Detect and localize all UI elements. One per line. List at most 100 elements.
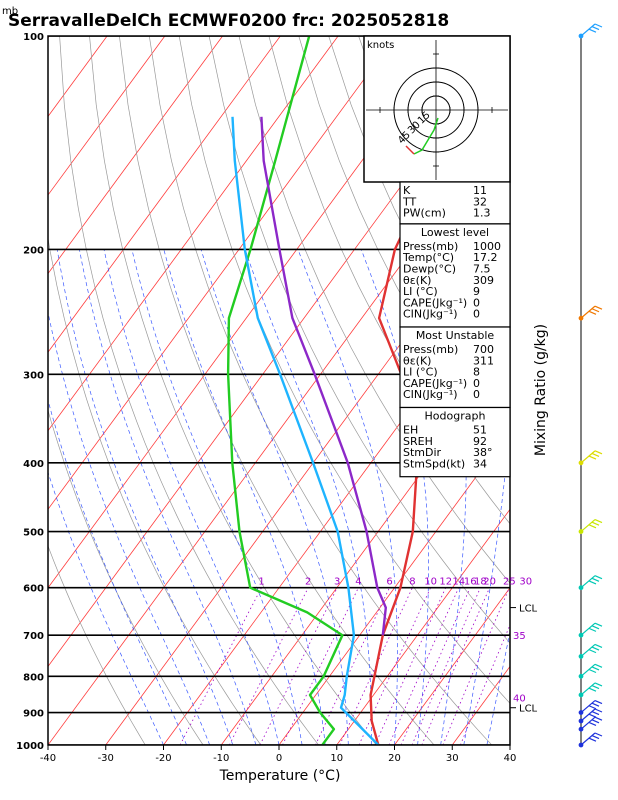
mixing-ratio-line	[388, 587, 460, 745]
isotherm	[48, 36, 108, 118]
series-dewpoint	[226, 36, 344, 745]
wind-barb-feather	[591, 735, 600, 740]
wind-barb-feather	[591, 521, 600, 526]
pressure-tick-label: 800	[23, 672, 44, 683]
index-value: 32	[473, 195, 487, 208]
wind-barb-feather	[591, 646, 600, 651]
pressure-tick-label: 300	[23, 370, 44, 381]
wind-barb-feather	[591, 26, 600, 31]
index-value: 0	[473, 308, 480, 321]
mixing-ratio-line	[411, 587, 481, 745]
dry-adiabat	[89, 36, 377, 745]
chart-title: SerravalleDelCh ECMWF0200 frc: 202505281…	[8, 11, 449, 31]
moist-adiabat	[463, 249, 510, 745]
indices-section	[399, 326, 511, 409]
profile-lines	[226, 36, 507, 745]
wind-barb-feather	[588, 580, 597, 585]
index-name: CAPE(Jkg⁻¹)	[403, 296, 467, 309]
wind-barb	[578, 23, 603, 39]
indices-section	[399, 181, 511, 225]
mixing-ratio-label: 1	[258, 577, 264, 588]
wind-barb-feather	[588, 649, 597, 654]
wind-barb-feather	[588, 28, 597, 33]
mixing-ratio-label: 30	[519, 577, 532, 588]
index-name: PW(cm)	[403, 207, 446, 220]
wind-barb	[578, 643, 603, 659]
temperature-tick-label: 0	[276, 753, 282, 764]
moist-adiabat	[48, 471, 164, 745]
index-name: CAPE(Jkg⁻¹)	[403, 377, 467, 390]
index-value: 0	[473, 296, 480, 309]
wind-barb-staff	[580, 519, 596, 533]
temperature-tick-label: 10	[330, 753, 343, 764]
indices-section-title: Hodograph	[425, 410, 486, 423]
wind-barb-feather	[588, 627, 597, 632]
mixing-ratio-line	[339, 587, 413, 745]
index-value: 92	[473, 435, 487, 448]
index-value: 8	[473, 366, 480, 379]
dry-adiabat	[568, 36, 618, 745]
moist-adiabat	[56, 249, 234, 745]
wind-barb	[578, 622, 603, 638]
wind-barb-feather	[594, 519, 603, 524]
index-name: TT	[402, 195, 417, 208]
lcl-label: LCL	[519, 704, 538, 715]
index-value: 0	[473, 377, 480, 390]
wind-barb-staff	[580, 23, 596, 37]
mixing-ratio-label: 4	[355, 577, 361, 588]
isotherm	[105, 194, 510, 745]
wind-barb-staff	[580, 450, 596, 464]
mixing-ratio-line	[259, 587, 338, 745]
mixing-ratio-axis-label: Mixing Ratio (g/kg)	[533, 324, 549, 456]
hodograph-frame	[363, 35, 511, 183]
wind-barb-feather	[594, 575, 603, 580]
mixing-ratio-label: 18	[474, 577, 487, 588]
dry-adiabat	[119, 36, 435, 745]
isotherm	[278, 430, 510, 745]
wind-barb-feather	[594, 708, 603, 713]
wind-barb	[578, 575, 603, 591]
isotherm	[48, 36, 223, 275]
mixing-ratio-line	[400, 587, 471, 745]
index-value: 1.3	[473, 207, 491, 220]
mixing-ratio-label: 20	[483, 577, 496, 588]
wind-barb-feather	[591, 625, 600, 630]
temperature-ticks: -40 -30 -20 -10 0 10 20 30 40	[40, 745, 517, 764]
dry-adiabat	[538, 36, 618, 745]
wind-barb-feather	[591, 666, 600, 671]
pressure-unit-label: mb	[2, 6, 18, 17]
moist-adiabat	[48, 310, 211, 745]
index-name: Temp(°C)	[402, 251, 454, 264]
wind-barb-feather	[594, 622, 603, 627]
wind-barb-staff	[580, 732, 596, 746]
mixing-ratio-label: 10	[424, 577, 437, 588]
wind-barb-feather	[588, 668, 597, 674]
wind-barb-feather	[594, 700, 603, 705]
moist-adiabat	[48, 398, 187, 745]
temperature-tick-label: -20	[155, 753, 171, 764]
moist-adiabat	[200, 249, 349, 745]
temperature-tick-label: -30	[98, 753, 114, 764]
index-value: 11	[473, 184, 487, 197]
index-value: 309	[473, 274, 494, 287]
wind-barb-staff	[580, 622, 596, 636]
index-value: 9	[473, 285, 480, 298]
index-value: 34	[473, 457, 487, 470]
mixing-ratio-label: 16	[464, 577, 477, 588]
wind-barb-feather	[588, 524, 597, 529]
mixing-ratio-label: 8	[409, 577, 415, 588]
pressure-tick-label: 400	[23, 459, 44, 470]
series-parcel_from_surface	[231, 116, 380, 745]
right-value-label: 40	[513, 693, 526, 704]
wind-barb	[578, 305, 603, 321]
index-name: K	[403, 184, 411, 197]
isotherm	[509, 744, 510, 745]
dry-adiabat	[598, 36, 618, 745]
wind-barb-feather	[591, 711, 600, 716]
moist-adiabat	[244, 249, 372, 745]
index-name: LI (°C)	[403, 366, 438, 379]
temperature-tick-label: 40	[504, 753, 517, 764]
wind-barb-feather	[591, 308, 600, 313]
